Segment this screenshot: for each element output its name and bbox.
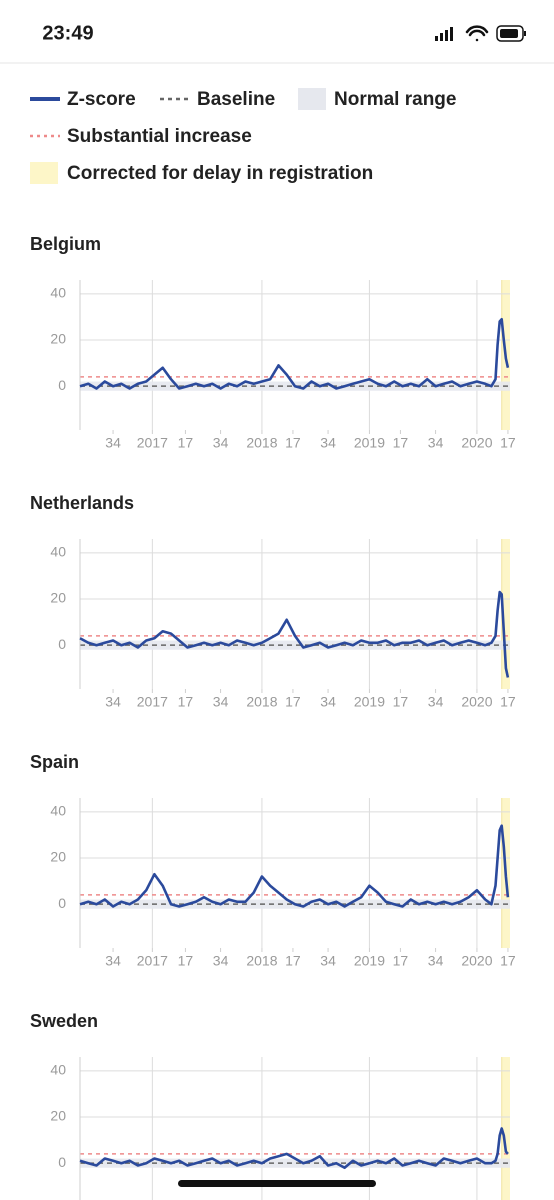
chart-title: Belgium [30,234,101,254]
x-tick-label: 2017 [137,435,168,451]
chart: Belgium 0 20 40 34 2017 17 34 2018 17 34 2019 17 34 20… [30,234,516,451]
x-tick-label: 17 [285,435,301,451]
signal-bar [445,30,448,41]
x-tick-label: 2020 [461,694,492,710]
normal-range [80,640,510,650]
legend-label: Corrected for delay in registration [67,163,373,184]
correction-band [501,1057,510,1200]
y-tick-label: 20 [50,1108,66,1124]
x-tick-label: 34 [105,953,121,969]
x-tick-label: 17 [393,435,409,451]
x-tick-label: 17 [178,694,194,710]
x-tick-label: 34 [428,953,444,969]
x-tick-label: 2020 [461,953,492,969]
y-tick-label: 0 [58,1154,66,1170]
x-tick-label: 34 [428,435,444,451]
chart-title: Spain [30,752,79,772]
x-tick-label: 17 [500,953,516,969]
normal-range [80,1158,510,1168]
x-tick-label: 34 [213,435,229,451]
x-tick-label: 34 [105,694,121,710]
x-tick-label: 2019 [354,435,385,451]
x-tick-label: 2017 [137,953,168,969]
x-tick-label: 2019 [354,953,385,969]
battery-level [500,29,518,38]
home-indicator [178,1180,376,1187]
z-score-line [79,824,510,908]
y-tick-label: 40 [50,285,66,301]
legend-label: Z-score [67,89,136,110]
x-tick-label: 2018 [246,953,277,969]
x-tick-label: 34 [428,694,444,710]
x-tick-label: 17 [500,694,516,710]
y-tick-label: 40 [50,544,66,560]
legend-label: Substantial increase [67,126,252,147]
y-tick-label: 20 [50,331,66,347]
signal-bar [435,36,438,41]
x-tick-label: 34 [320,953,336,969]
x-tick-label: 34 [320,694,336,710]
legend: Z-score Baseline Normal range Substantial i… [30,88,456,184]
signal-bar [450,27,453,41]
status-icons [435,25,526,42]
battery-tip [524,31,526,36]
x-tick-label: 17 [178,953,194,969]
x-tick-label: 17 [285,694,301,710]
z-score-line [79,590,510,678]
x-tick-label: 34 [213,953,229,969]
correction-band [501,539,510,689]
x-tick-label: 17 [393,694,409,710]
y-tick-label: 0 [58,636,66,652]
y-tick-label: 0 [58,895,66,911]
z-score-line [79,317,510,390]
x-tick-label: 2020 [461,435,492,451]
x-tick-label: 17 [393,953,409,969]
chart: Netherlands 0 20 40 34 2017 17 34 2018 17 34 2019 17… [30,493,516,710]
chart-title: Sweden [30,1011,98,1031]
x-tick-label: 2017 [137,694,168,710]
wifi-icon [465,25,489,42]
x-tick-label: 2019 [354,694,385,710]
x-tick-label: 17 [178,435,194,451]
y-tick-label: 40 [50,1062,66,1078]
y-tick-label: 40 [50,803,66,819]
y-tick-label: 20 [50,849,66,865]
chart: Sweden0204034201717342018173420191734202… [30,1011,510,1200]
y-tick-label: 20 [50,590,66,606]
chart-title: Netherlands [30,493,134,513]
x-tick-label: 34 [105,435,121,451]
x-tick-label: 17 [500,435,516,451]
legend-label: Baseline [197,89,275,110]
y-tick-label: 0 [58,377,66,393]
legend-label: Normal range [334,89,456,110]
status-time: 23:49 [42,22,93,44]
x-tick-label: 34 [320,435,336,451]
x-tick-label: 17 [285,953,301,969]
z-score-line [79,1127,509,1170]
signal-bar [440,33,443,41]
legend-swatch [298,88,326,110]
battery [496,25,524,42]
legend-swatch [30,162,58,184]
x-tick-label: 2018 [246,435,277,451]
x-tick-label: 2018 [246,694,277,710]
chart: Spain 0 20 40 34 2017 17 34 2018 17 34 2019 17 34 2020… [30,752,516,969]
x-tick-label: 34 [213,694,229,710]
